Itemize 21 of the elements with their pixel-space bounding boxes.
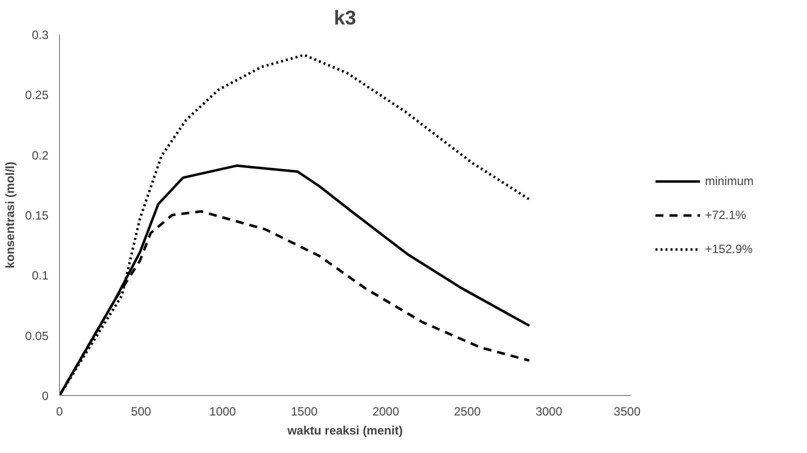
x-tick-label: 1500: [290, 404, 318, 418]
chart-title: k3: [334, 8, 356, 30]
x-axis-title: waktu reaksi (menit): [286, 424, 403, 438]
legend-label: minimum: [705, 174, 754, 188]
y-tick-label: 0.1: [32, 268, 49, 283]
y-tick-label: 0.15: [25, 208, 49, 222]
x-tick-label: 500: [131, 404, 152, 418]
x-tick-label: 3000: [536, 404, 563, 418]
y-tick-label: 0: [42, 389, 49, 403]
y-tick-label: 0.3: [32, 28, 49, 42]
y-tick-label: 0.25: [25, 88, 49, 102]
x-tick-label: 1000: [209, 404, 236, 418]
x-tick-label: 3500: [614, 404, 641, 418]
y-tick-label: 0.2: [32, 148, 49, 162]
legend-label: +72.1%: [705, 208, 746, 222]
y-axis-title: konsentrasi (mol/l): [3, 162, 18, 268]
x-tick-label: 2000: [372, 404, 400, 418]
legend-label: +152.9%: [705, 242, 753, 256]
x-tick-label: 0: [56, 404, 64, 418]
y-tick-label: 0.05: [25, 328, 49, 343]
x-tick-label: 2500: [454, 404, 482, 418]
